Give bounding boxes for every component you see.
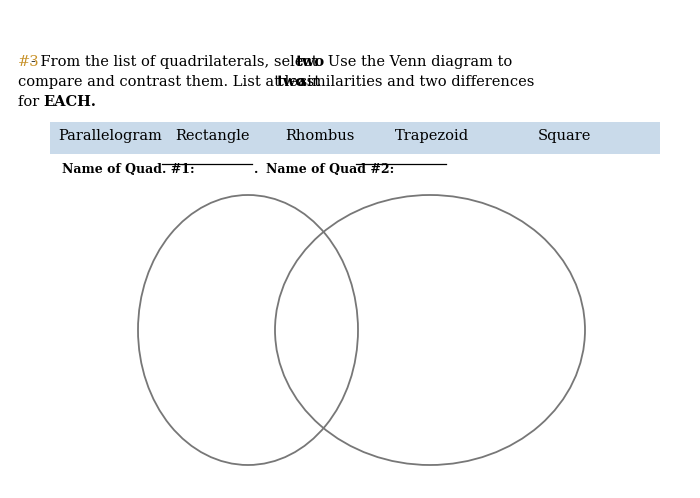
Text: Trapezoid: Trapezoid	[395, 129, 469, 143]
Text: EACH.: EACH.	[43, 95, 96, 109]
Text: similarities and two differences: similarities and two differences	[295, 75, 535, 89]
Text: Rectangle: Rectangle	[175, 129, 249, 143]
Bar	[50, 122, 660, 154]
Text: compare and contrast them. List at least: compare and contrast them. List at least	[18, 75, 325, 89]
Text: Square: Square	[538, 129, 592, 143]
Text: Rhombus: Rhombus	[285, 129, 354, 143]
Text: - From the list of quadrilaterals, select: - From the list of quadrilaterals, selec…	[31, 55, 322, 69]
Text: .: .	[254, 163, 259, 176]
Text: Name of Quad #2:: Name of Quad #2:	[267, 163, 395, 176]
Text: two: two	[295, 55, 324, 69]
Text: for: for	[18, 95, 44, 109]
Text: #3: #3	[18, 55, 40, 69]
Text: Parallelogram: Parallelogram	[58, 129, 162, 143]
Text: .  Use the Venn diagram to: . Use the Venn diagram to	[314, 55, 512, 69]
Text: Name of Quad. #1:: Name of Quad. #1:	[62, 163, 195, 176]
Text: two: two	[276, 75, 305, 89]
